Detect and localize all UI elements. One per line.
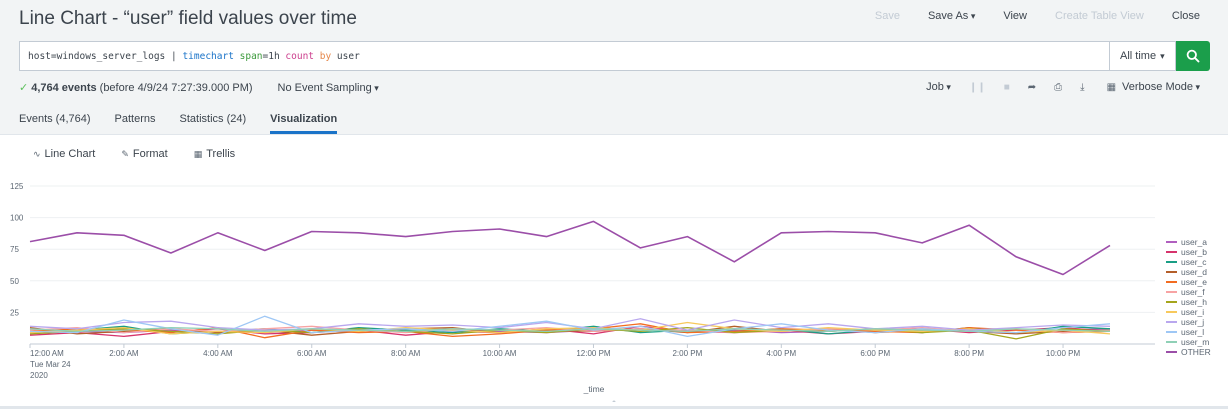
tab-statistics[interactable]: Statistics (24) — [179, 113, 247, 125]
y-tick-label: 25 — [10, 308, 19, 317]
line-chart-icon: ∿ — [33, 148, 41, 159]
legend-item-user_e: user_e — [1181, 277, 1207, 287]
format-button[interactable]: ✎ Format — [121, 148, 167, 160]
trellis-button[interactable]: ▦ Trellis — [194, 148, 235, 160]
check-icon: ✓ — [19, 82, 29, 94]
job-menu[interactable]: Job — [926, 81, 951, 93]
query-host: host=windows_server_logs | — [28, 51, 183, 62]
query-arg-span: span — [233, 51, 263, 62]
line-chart-picker[interactable]: ∿ Line Chart — [33, 148, 95, 160]
event-time-range: (before 4/9/24 7:27:39.000 PM) — [99, 81, 253, 94]
y-tick-label: 100 — [10, 214, 24, 223]
legend-item-user_f: user_f — [1181, 287, 1205, 297]
search-icon — [1186, 49, 1200, 63]
search-button[interactable] — [1176, 41, 1210, 71]
save-as-button[interactable]: Save As — [928, 10, 975, 22]
line-chart-label: Line Chart — [44, 148, 96, 160]
pencil-icon: ✎ — [121, 148, 129, 159]
export-icon[interactable]: ⤓ — [1080, 81, 1085, 93]
trellis-label: Trellis — [206, 148, 236, 160]
format-label: Format — [132, 148, 168, 160]
legend-item-user_d: user_d — [1181, 267, 1207, 277]
x-tick-label: 2:00 AM — [109, 349, 139, 358]
query-by: by — [314, 51, 332, 62]
print-icon[interactable]: ⎙ — [1054, 81, 1063, 93]
create-table-view-button[interactable]: Create Table View — [1055, 10, 1144, 22]
visualization-toolbar: ∿ Line Chart ✎ Format ▦ Trellis — [33, 148, 261, 160]
series-line-user_m — [29, 326, 1111, 333]
job-toolbar: Job ❙❙ ■ ➦ ⎙ ⤓ ▦ Verbose Mode — [926, 81, 1200, 93]
x-tick-label: 10:00 AM — [483, 349, 517, 358]
event-count: 4,764 events — [31, 81, 97, 94]
legend-item-user_l: user_l — [1181, 327, 1204, 337]
x-tick-label: 10:00 PM — [1046, 349, 1081, 358]
x-tick-label: 12:00 AM — [30, 349, 64, 358]
share-icon[interactable]: ➦ — [1027, 81, 1037, 93]
x-tick-label: 2:00 PM — [672, 349, 702, 358]
query-span-value: =1h — [262, 51, 286, 62]
event-sampling-dropdown[interactable]: No Event Sampling — [278, 82, 379, 94]
x-tick-sublabel: Tue Mar 24 — [30, 360, 71, 369]
query-field: user — [331, 51, 360, 62]
x-tick-label: 4:00 PM — [766, 349, 796, 358]
page-title: Line Chart - “user” field values over ti… — [19, 8, 357, 29]
x-tick-label: 8:00 PM — [954, 349, 984, 358]
time-range-picker[interactable]: All time ▾ — [1109, 41, 1176, 71]
y-tick-label: 75 — [10, 245, 19, 254]
y-tick-label: 50 — [10, 277, 19, 286]
query-function: count — [285, 51, 315, 62]
legend-item-user_i: user_i — [1181, 307, 1204, 317]
pause-icon[interactable]: ❙❙ — [968, 81, 986, 93]
legend-item-user_h: user_h — [1181, 297, 1207, 307]
search-mode-dropdown[interactable]: Verbose Mode — [1122, 81, 1200, 93]
view-button[interactable]: View — [1003, 10, 1027, 22]
tab-events[interactable]: Events (4,764) — [19, 113, 91, 125]
header-actions: Save Save As View Create Table View Clos… — [847, 10, 1200, 22]
search-status: ✓ 4,764 events (before 4/9/24 7:27:39.00… — [19, 81, 379, 95]
resize-handle — [612, 400, 616, 402]
x-tick-label: 12:00 PM — [576, 349, 611, 358]
close-button[interactable]: Close — [1171, 10, 1200, 22]
legend-item-other: OTHER — [1181, 347, 1211, 357]
tab-patterns[interactable]: Patterns — [114, 113, 156, 125]
x-tick-label: 6:00 PM — [860, 349, 890, 358]
y-tick-label: 125 — [10, 182, 24, 191]
tab-visualization[interactable]: Visualization — [270, 113, 338, 134]
series-line-user_l — [29, 315, 1111, 338]
results-tabs: Events (4,764) Patterns Statistics (24) … — [19, 113, 361, 134]
legend-item-user_j: user_j — [1181, 317, 1204, 327]
search-input[interactable]: host=windows_server_logs | timechart spa… — [19, 41, 1109, 71]
mode-icon: ▦ — [1106, 81, 1117, 93]
legend-item-user_a: user_a — [1181, 237, 1207, 247]
time-range-label: All time — [1120, 50, 1157, 62]
x-tick-label: 6:00 AM — [297, 349, 327, 358]
query-command: timechart — [182, 51, 234, 62]
grid-icon: ▦ — [193, 148, 203, 159]
stop-icon[interactable]: ■ — [1003, 81, 1010, 93]
divider — [0, 134, 1228, 135]
bottom-border — [0, 406, 1228, 409]
line-chart: 25 50 75 100 125 12:00 AM 2:00 AM 4:00 AM 6:00 A… — [10, 182, 1211, 402]
save-button[interactable]: Save — [874, 10, 900, 22]
legend-item-user_c: user_c — [1181, 257, 1207, 267]
legend-item-user_b: user_b — [1181, 247, 1207, 257]
x-tick-label: 8:00 AM — [391, 349, 421, 358]
x-tick-label: 4:00 AM — [203, 349, 233, 358]
chevron-down-icon: ▾ — [1160, 51, 1165, 61]
x-tick-sublabel: 2020 — [30, 371, 48, 380]
x-axis-label: _time — [583, 384, 605, 394]
series-line-other — [29, 220, 1111, 276]
legend-item-user_m: user_m — [1181, 337, 1209, 347]
